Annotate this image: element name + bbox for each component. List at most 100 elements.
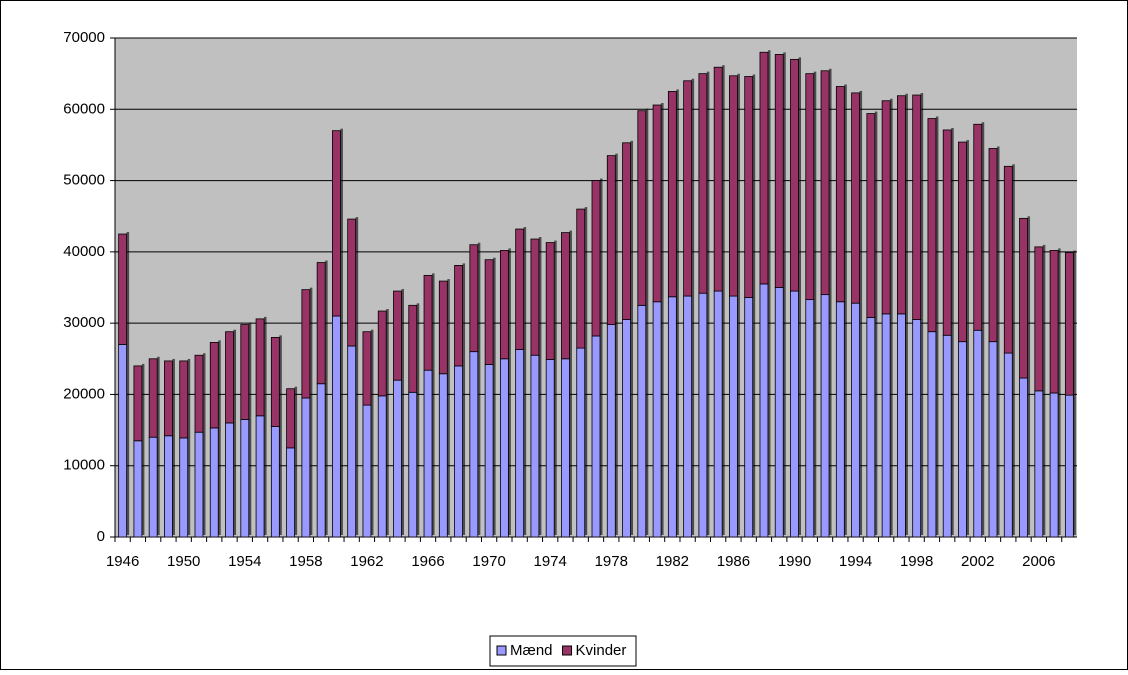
bar-side	[432, 273, 435, 369]
bar-side	[554, 357, 557, 535]
bar-segment	[240, 324, 250, 420]
bar-segment	[774, 287, 784, 538]
bar-side	[538, 237, 542, 354]
bar-side	[370, 329, 374, 404]
bar-segment	[606, 324, 616, 538]
bar-side	[126, 232, 130, 343]
x-tick-label: 1954	[228, 553, 261, 570]
bar-segment	[729, 75, 738, 297]
bar-side	[126, 342, 130, 535]
bar-side	[294, 386, 298, 446]
bar-segment	[1049, 250, 1059, 394]
x-tick-label: 1986	[717, 553, 750, 570]
bar-segment	[561, 232, 570, 360]
y-tick-label: 60000	[63, 100, 105, 117]
bar-segment	[484, 259, 494, 365]
bar-segment	[988, 148, 998, 343]
legend-swatch	[496, 645, 507, 656]
bar-segment	[438, 373, 448, 538]
legend-label: Mænd	[510, 642, 553, 659]
bar-side	[523, 227, 527, 348]
bar-segment	[499, 358, 509, 538]
bar-segment	[332, 315, 341, 538]
bar-side	[874, 111, 878, 316]
bar-segment	[316, 262, 326, 385]
bar-side	[584, 346, 588, 535]
bar-segment	[362, 331, 372, 406]
bar-side	[600, 333, 603, 535]
bar-side	[951, 333, 954, 535]
bar-segment	[133, 440, 143, 538]
bar-segment	[270, 336, 280, 427]
bar-side	[355, 217, 359, 344]
bar-segment	[286, 388, 296, 449]
bar-segment	[1003, 352, 1013, 538]
bar-segment	[606, 155, 616, 325]
bar-side	[172, 433, 175, 535]
x-tick-label: 1958	[289, 553, 322, 570]
y-tick-label: 10000	[63, 457, 105, 474]
bar-segment	[515, 349, 525, 538]
y-tick-label: 30000	[63, 314, 105, 331]
bar-side	[981, 328, 985, 535]
bar-segment	[286, 447, 296, 538]
bar-segment	[225, 331, 234, 424]
bar-segment	[347, 345, 357, 538]
bar-side	[752, 295, 756, 535]
bar-side	[309, 287, 313, 396]
x-tick-label: 1966	[411, 553, 444, 570]
x-tick-label: 1998	[900, 553, 933, 570]
bar-segment	[790, 290, 799, 538]
bar-segment	[667, 296, 677, 538]
bar-side	[584, 207, 588, 347]
bar-side	[202, 430, 206, 535]
bar-segment	[576, 208, 586, 349]
bar-side	[493, 257, 496, 363]
bar-segment	[637, 110, 647, 306]
bar-segment	[1003, 165, 1013, 354]
bar-segment	[438, 280, 448, 375]
bar-side	[706, 71, 710, 292]
x-tick-label: 1950	[167, 553, 200, 570]
bar-segment	[973, 123, 983, 331]
bar-segment	[881, 100, 891, 315]
bar-segment	[637, 304, 647, 538]
bar-segment	[1049, 392, 1059, 538]
bar-side	[1073, 250, 1076, 394]
bar-side	[538, 353, 542, 535]
bar-side	[691, 294, 695, 535]
bar-side	[829, 292, 832, 535]
bar-segment	[881, 313, 891, 538]
bar-segment	[270, 426, 280, 538]
bar-side	[645, 108, 649, 304]
bar-segment	[927, 331, 937, 538]
bar-segment	[667, 91, 677, 298]
bar-segment	[866, 317, 876, 538]
bar-segment	[209, 427, 219, 538]
bar-segment	[652, 301, 662, 538]
bar-segment	[958, 341, 967, 538]
bar-side	[1042, 388, 1046, 535]
bar-side	[997, 146, 1000, 340]
bar-side	[340, 128, 343, 315]
bar-side	[248, 417, 252, 535]
bar-segment	[179, 437, 189, 538]
bar-side	[416, 390, 420, 535]
bar-side	[813, 71, 817, 298]
bar-segment	[698, 73, 708, 294]
bar-segment	[622, 142, 631, 320]
bar-side	[233, 420, 237, 535]
bar-side	[859, 301, 863, 535]
bar-side	[966, 140, 969, 340]
bar-segment	[744, 76, 754, 298]
bar-side	[157, 356, 160, 436]
bar-side	[951, 127, 954, 334]
bar-segment	[774, 53, 784, 288]
bar-side	[187, 358, 191, 436]
bar-segment	[820, 294, 830, 538]
bar-segment	[316, 383, 326, 538]
bar-segment	[912, 94, 922, 320]
bar-segment	[118, 233, 128, 345]
bar-segment	[1019, 377, 1028, 538]
bar-side	[798, 57, 802, 290]
